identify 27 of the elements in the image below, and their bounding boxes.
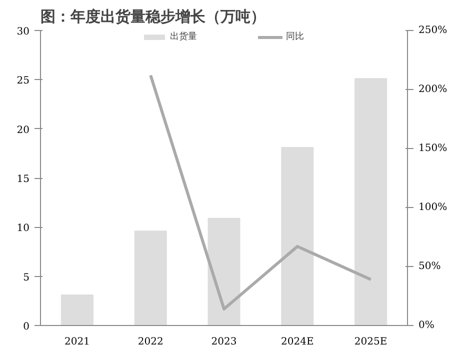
x-tick-label: 2022 (138, 336, 164, 348)
y-tick-label: 25 (16, 76, 30, 87)
legend-label: 同比 (286, 30, 305, 43)
y2-tick-label: 50% (418, 261, 441, 272)
y2-tick-label: 100% (418, 202, 448, 213)
y2-tick-label: 250% (418, 25, 448, 36)
bar (354, 78, 388, 326)
bar (134, 230, 167, 326)
chart-title: 图：年度出货量稳步增长（万吨） (40, 8, 266, 26)
y-tick-label: 30 (16, 26, 30, 38)
y2-tick-label: 0% (418, 320, 434, 331)
x-tick-label: 2024E (281, 336, 314, 348)
y-tick-label: 0 (23, 322, 30, 332)
bar (281, 147, 314, 326)
bar (208, 218, 240, 326)
line-series (149, 74, 372, 310)
x-tick-label: 2021 (64, 336, 90, 348)
x-tick-label: 2023 (211, 336, 237, 348)
y2-tick-label: 150% (418, 143, 448, 154)
legend-label: 出货量 (170, 30, 197, 43)
x-tick-label: 2025E (354, 336, 388, 348)
bar (60, 294, 94, 326)
y-tick-label: 20 (16, 124, 30, 136)
y2-tick-label: 200% (418, 84, 448, 95)
y-tick-label: 10 (16, 223, 30, 234)
y-tick-label: 5 (23, 272, 30, 284)
y-tick-label: 15 (16, 174, 30, 185)
